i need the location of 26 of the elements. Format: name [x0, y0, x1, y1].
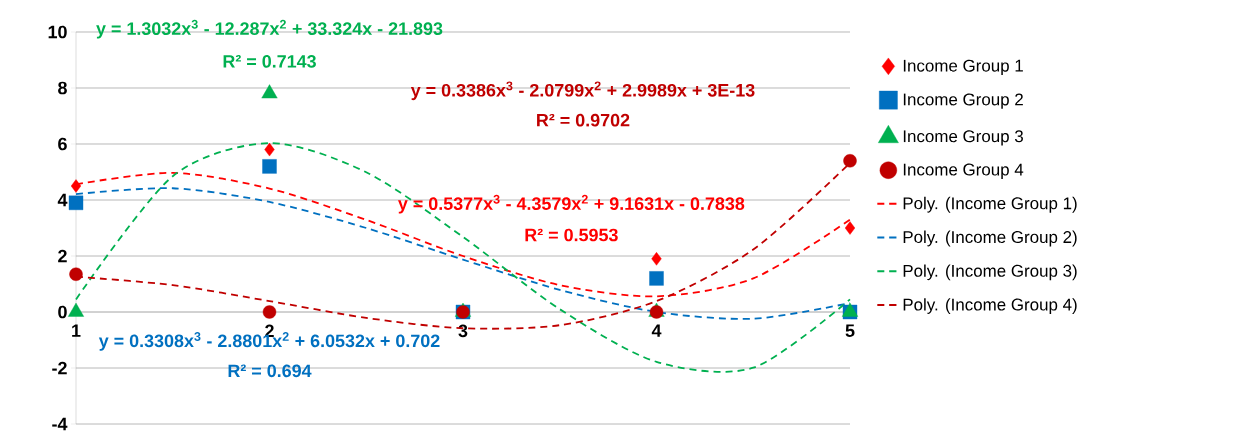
- annotation: R² = 0.5953: [525, 228, 618, 242]
- legend-label: Poly. (Income Group 1): [903, 196, 1077, 213]
- x-tick-label: 4: [651, 324, 662, 337]
- y-tick-label: 10: [48, 25, 67, 39]
- y-tick-label: 4: [57, 193, 68, 207]
- annotation: R² = 0.9702: [537, 113, 630, 127]
- legend-label: Poly. (Income Group 4): [903, 298, 1077, 314]
- y-tick-label: 2: [58, 249, 67, 263]
- y-tick-label: 8: [58, 81, 67, 95]
- y-tick-label: 6: [58, 137, 67, 151]
- annotation: R² = 0.694: [228, 364, 312, 378]
- x-tick-label: 3: [458, 324, 468, 338]
- legend-label: Poly. (Income Group 3): [903, 264, 1077, 281]
- y-tick-label: 0: [58, 305, 67, 319]
- y-tick-label: -2: [52, 361, 67, 375]
- legend-label: Income Group 4: [903, 163, 1024, 179]
- annotation: R² = 0.7143: [223, 55, 316, 68]
- legend-label: Poly. (Income Group 2): [903, 230, 1077, 247]
- legend-label: Income Group 2: [903, 93, 1023, 109]
- x-tick-label: 1: [72, 324, 81, 337]
- annotation: y = 1.3032x$^{3}$ - 12.287x$^{2}$ + 33.324x - 21.893: [96, 19, 443, 39]
- annotation: y = 0.3386x$^{3}$ - 2.0799x$^{2}$ + 2.9989x + 3E-13: [410, 81, 755, 101]
- x-tick-label: 5: [845, 324, 855, 338]
- legend-label: Income Group 1: [903, 59, 1023, 76]
- legend-label: Income Group 3: [903, 130, 1023, 146]
- y-tick-label: -4: [52, 417, 68, 431]
